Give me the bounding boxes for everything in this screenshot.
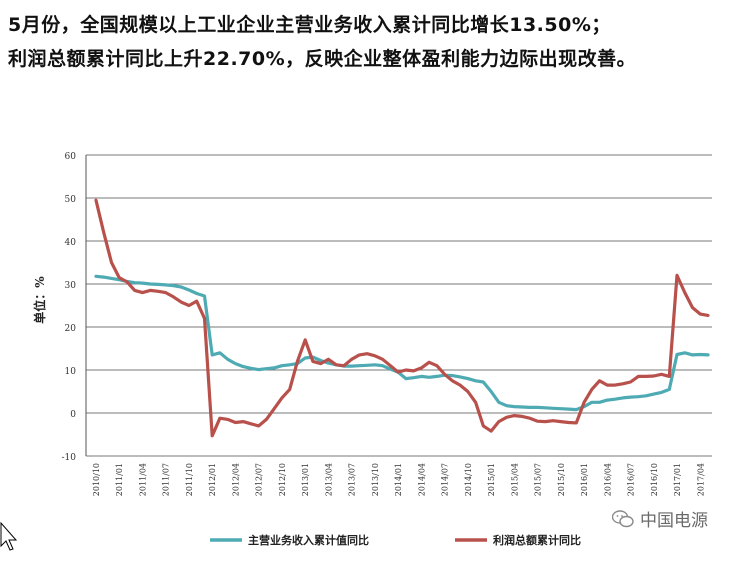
x-tick-label: 2016/01 (580, 463, 589, 496)
x-tick-label: 2015/01 (487, 463, 496, 496)
y-tick-label: 50 (65, 195, 77, 205)
x-tick-label: 2017/04 (696, 463, 705, 496)
series-line-revenue (94, 274, 710, 412)
x-tick-label: 2016/10 (650, 463, 659, 496)
mouse-cursor-icon (0, 522, 18, 551)
headline-line-2: 利润总额累计同比上升22.70%，反映企业整体盈利能力边际出现改善。 (8, 48, 637, 70)
y-axis-label: 单位：% (32, 276, 47, 324)
x-tick-labels: 2010/10 2011/01 2011/04 2011/07 2011/10 2012/… (92, 463, 705, 496)
y-tick-label: 40 (65, 238, 77, 248)
x-tick-label: 2014/10 (464, 463, 473, 496)
watermark: 中国电源 (612, 506, 708, 531)
x-tick-label: 2013/04 (324, 463, 333, 496)
x-tick-label: 2011/01 (115, 463, 124, 496)
x-tick-label: 2014/04 (417, 463, 426, 496)
x-tick-label: 2015/04 (510, 463, 519, 496)
y-tick-label: 0 (70, 410, 76, 420)
y-tick-label: 10 (65, 367, 77, 377)
x-tick-label: 2016/04 (603, 463, 612, 496)
gridlines (85, 154, 712, 457)
series-lines (94, 198, 710, 438)
x-tick-label: 2010/10 (92, 463, 101, 496)
x-tick-label: 2011/10 (185, 463, 194, 496)
x-tick-label: 2017/01 (673, 463, 682, 496)
x-tick-label: 2013/01 (301, 463, 310, 496)
x-tick-label: 2013/07 (348, 463, 357, 496)
x-tick-label: 2012/01 (208, 463, 217, 496)
legend: 主营业务收入累计值同比 利润总额累计同比 (210, 533, 581, 547)
x-tick-label: 2012/10 (278, 463, 287, 496)
wechat-icon (612, 509, 634, 527)
y-tick-label: -10 (62, 453, 77, 463)
x-tick-label: 2014/07 (441, 463, 450, 496)
headline-line-1: 5月份，全国规模以上工业企业主营业务收入累计同比增长13.50%； (8, 14, 611, 36)
x-tick-label: 2012/07 (255, 463, 264, 496)
y-tick-label: 20 (65, 324, 77, 334)
x-tick-label: 2016/07 (627, 463, 636, 496)
watermark-text: 中国电源 (640, 511, 708, 531)
y-tick-label: 30 (65, 281, 77, 291)
legend-label: 利润总额累计同比 (493, 533, 581, 547)
legend-label: 主营业务收入累计值同比 (248, 533, 369, 547)
x-tick-label: 2015/10 (557, 463, 566, 496)
x-tick-label: 2011/07 (162, 463, 171, 496)
x-tick-label: 2014/01 (394, 463, 403, 496)
x-tick-label: 2011/04 (138, 463, 147, 496)
y-tick-label: 60 (65, 152, 77, 162)
x-tick-label: 2015/07 (534, 463, 543, 496)
x-tick-label: 2013/10 (371, 463, 380, 496)
x-tick-label: 2012/04 (231, 463, 240, 496)
series-line-profit (94, 198, 710, 438)
headline: 5月份，全国规模以上工业企业主营业务收入累计同比增长13.50%； 利润总额累计… (8, 8, 723, 76)
y-tick-labels: -10 0 10 20 30 40 50 60 (62, 152, 77, 463)
